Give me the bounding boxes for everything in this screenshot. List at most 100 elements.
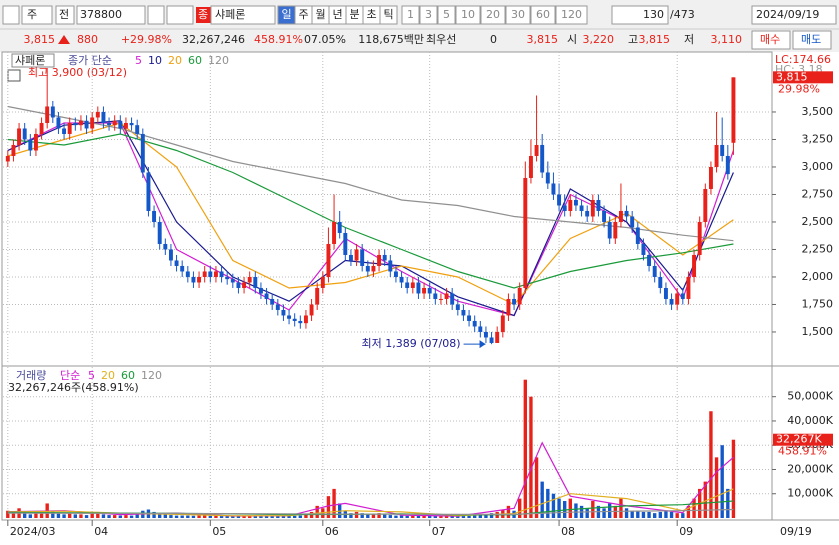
volume-bar [624, 508, 629, 518]
volume-bar [264, 516, 269, 518]
period-label: 초 [366, 8, 376, 21]
y-tick-label: 1,500 [802, 325, 834, 338]
price-tag [773, 71, 833, 84]
candle-body [540, 144, 545, 173]
candle-body [253, 276, 258, 288]
volume-bar [630, 510, 634, 518]
volume-bar [23, 513, 27, 518]
candle-body [697, 221, 702, 255]
volume-bar [293, 515, 297, 518]
candle-body [152, 210, 157, 222]
buy-button[interactable] [751, 30, 791, 50]
volume-bar [608, 503, 612, 518]
interval-button[interactable] [401, 5, 420, 25]
volume-bar [529, 396, 533, 518]
volume-bar [731, 439, 736, 518]
candle-body [382, 254, 387, 261]
interval-button[interactable] [505, 5, 531, 25]
volume-bar [518, 498, 522, 518]
interval-button[interactable] [437, 5, 456, 25]
count-box[interactable] [611, 5, 669, 25]
x-tick-label: 07 [432, 525, 446, 538]
volume-bar [422, 515, 426, 518]
volume-bar [585, 508, 589, 518]
icon[interactable] [2, 5, 20, 25]
interval-button[interactable] [419, 5, 438, 25]
period-button[interactable] [379, 5, 398, 25]
stock-name: 샤페론 [215, 8, 245, 21]
sell-button[interactable] [792, 30, 832, 50]
candle-body [107, 122, 112, 126]
candle-body [686, 276, 691, 299]
interval-label: 120 [561, 8, 582, 21]
interval-button[interactable] [530, 5, 556, 25]
market: 주 [27, 8, 37, 21]
interval-label: 60 [536, 8, 550, 21]
volume-bar [489, 513, 494, 518]
mode-button[interactable] [55, 5, 75, 25]
date-box[interactable] [751, 5, 837, 25]
volume-bar [253, 516, 257, 518]
candle-body [562, 205, 567, 211]
candle-body [652, 265, 657, 277]
price: 3,815 [24, 33, 56, 46]
volume-bar [433, 516, 437, 518]
date: 2024/09/19 [756, 8, 819, 21]
volume-bar [726, 488, 730, 518]
candle-body [247, 276, 252, 283]
volume-bar [315, 505, 319, 518]
volume-title: 거래량 [16, 369, 46, 382]
volume-bar [444, 515, 449, 518]
icon[interactable] [7, 69, 21, 82]
volume-bar [641, 511, 646, 518]
search-button[interactable] [147, 5, 165, 25]
open: 3,220 [583, 33, 615, 46]
candle-body [416, 282, 421, 294]
interval-button[interactable] [455, 5, 481, 25]
legend-entry: 20 [168, 54, 182, 67]
candle-body [500, 315, 505, 332]
interval-button[interactable] [555, 5, 588, 25]
low-label: 저 [684, 33, 694, 46]
market-select[interactable] [21, 5, 53, 25]
y-tick-label: 3,250 [802, 132, 834, 145]
candle-body [731, 77, 736, 143]
volume-bar [484, 514, 488, 518]
best: 0 [490, 33, 497, 46]
candle-body [332, 221, 337, 244]
amount: 118,675백만 [358, 33, 424, 46]
candle-body [579, 205, 584, 211]
volume: 32,267,246 [182, 33, 245, 46]
volume-bar [11, 511, 16, 518]
code-input[interactable] [76, 5, 146, 25]
volume-bar [191, 515, 196, 518]
interval-button[interactable] [480, 5, 506, 25]
volume-bar [523, 379, 527, 518]
candle-body [337, 221, 342, 233]
volume-bar [473, 515, 477, 518]
volume-bar [647, 511, 651, 518]
volume-bar [478, 515, 482, 518]
price-title: 샤페론 [15, 54, 45, 67]
sound-button[interactable] [166, 5, 194, 25]
candle-body [708, 166, 713, 189]
volume-bar [664, 510, 668, 518]
candle-body [197, 276, 202, 283]
volume-bar [304, 514, 308, 518]
volume-bar [174, 515, 179, 518]
candle-body [22, 128, 27, 140]
volume-bar [658, 511, 662, 518]
period-label: 년 [332, 8, 342, 21]
candle-body [495, 331, 500, 343]
volume-bar [225, 516, 229, 518]
candle-body [17, 128, 22, 145]
volume-bar [135, 514, 139, 518]
volume-bar [84, 515, 89, 518]
volume-bar [118, 515, 122, 518]
volume-bar [68, 513, 72, 518]
name-box[interactable] [210, 5, 276, 25]
candle-body [298, 320, 303, 324]
volume-bar [276, 516, 280, 518]
y-tick-label: 1,750 [802, 297, 834, 310]
